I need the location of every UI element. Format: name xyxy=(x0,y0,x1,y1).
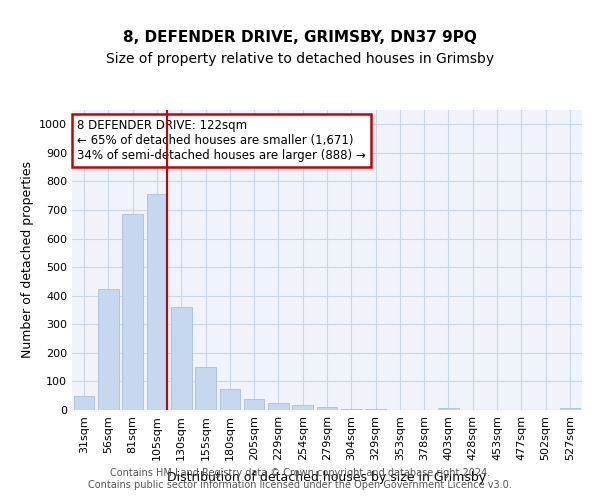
Bar xyxy=(220,388,240,410)
Bar xyxy=(171,307,191,410)
Text: 8, DEFENDER DRIVE, GRIMSBY, DN37 9PQ: 8, DEFENDER DRIVE, GRIMSBY, DN37 9PQ xyxy=(123,30,477,45)
Text: Size of property relative to detached houses in Grimsby: Size of property relative to detached ho… xyxy=(106,52,494,66)
Bar xyxy=(244,400,265,410)
Bar xyxy=(341,408,362,410)
Text: Contains HM Land Registry data © Crown copyright and database right 2024.
Contai: Contains HM Land Registry data © Crown c… xyxy=(88,468,512,490)
Bar xyxy=(195,366,216,410)
Bar xyxy=(560,408,580,410)
Bar xyxy=(292,405,313,410)
Bar xyxy=(268,402,289,410)
Bar xyxy=(122,214,143,410)
Bar xyxy=(98,288,119,410)
Bar xyxy=(317,406,337,410)
Text: 8 DEFENDER DRIVE: 122sqm
← 65% of detached houses are smaller (1,671)
34% of sem: 8 DEFENDER DRIVE: 122sqm ← 65% of detach… xyxy=(77,119,366,162)
Bar xyxy=(74,396,94,410)
X-axis label: Distribution of detached houses by size in Grimsby: Distribution of detached houses by size … xyxy=(167,471,487,484)
Y-axis label: Number of detached properties: Number of detached properties xyxy=(20,162,34,358)
Bar xyxy=(438,408,459,410)
Bar xyxy=(146,194,167,410)
